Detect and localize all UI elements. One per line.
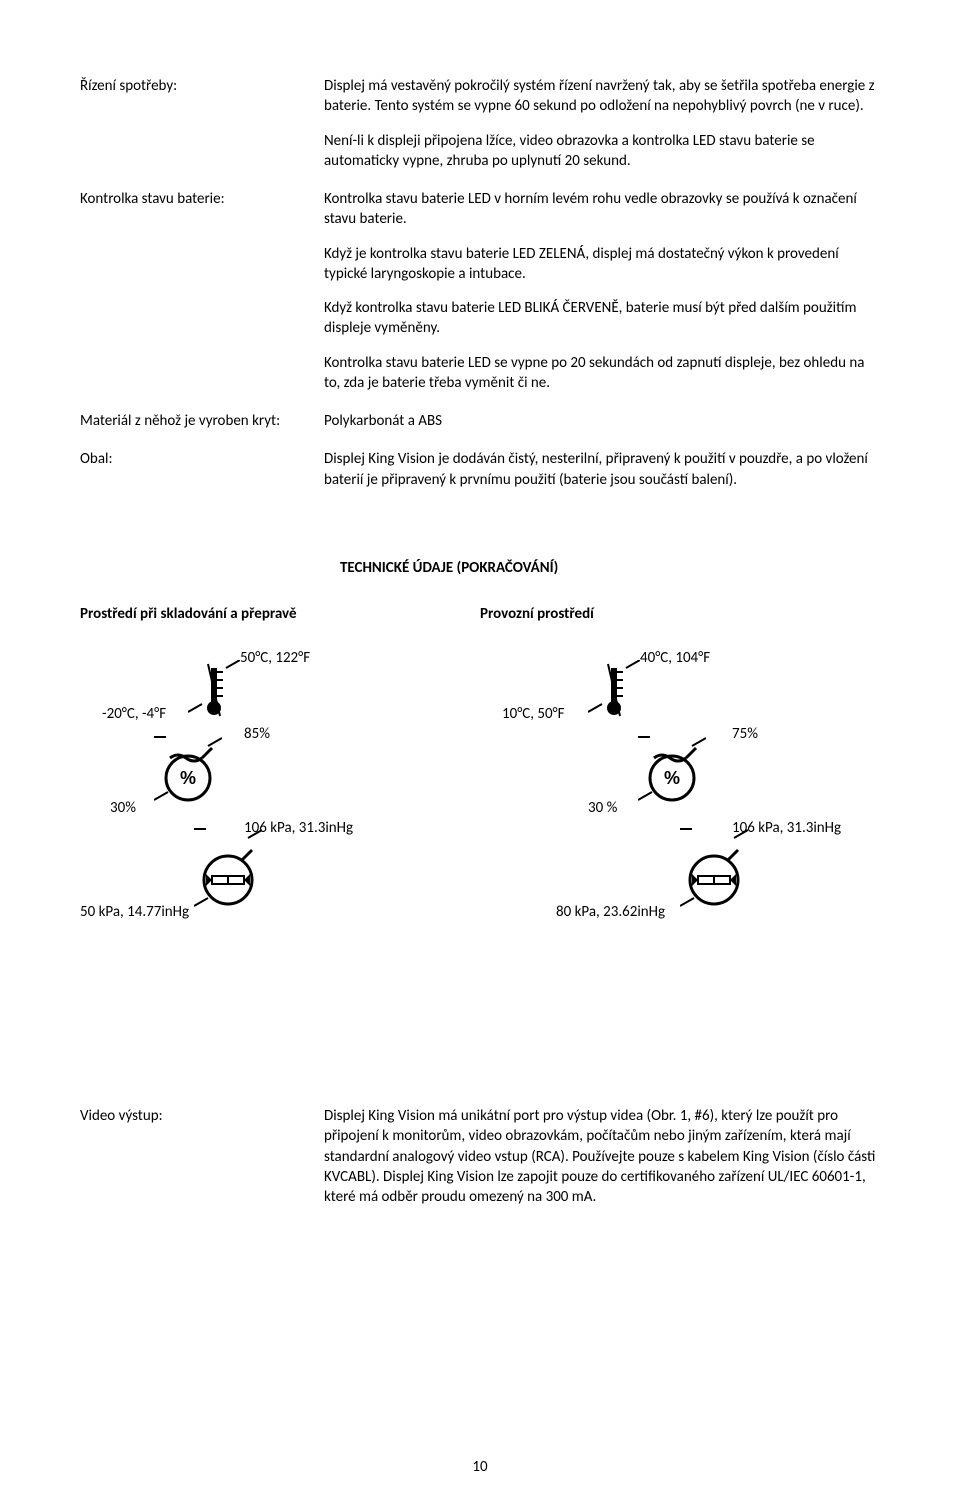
para: Kontrolka stavu baterie LED v horním lev… (324, 189, 880, 230)
pressure-icon (194, 826, 262, 910)
value-housing-material: Polykarbonát a ABS (324, 411, 880, 445)
para: Polykarbonát a ABS (324, 411, 880, 431)
label-housing-material: Materiál z něhož je vyroben kryt: (80, 411, 324, 431)
page: Řízení spotřeby: Displej má vestavěný po… (0, 0, 960, 1207)
value-packaging: Displej King Vision je dodáván čistý, ne… (324, 449, 880, 504)
humidity-icon: % (154, 734, 222, 804)
row-housing-material: Materiál z něhož je vyroben kryt: Polyka… (80, 411, 880, 445)
tech-data-heading: TECHNICKÉ ÚDAJE (POKRAČOVÁNÍ) (340, 558, 880, 578)
para: Displej má vestavěný pokročilý systém ří… (324, 76, 880, 117)
environment-section: Prostředí při skladování a přepravě 50°C… (80, 604, 880, 1034)
label-video-output: Video výstup: (80, 1106, 324, 1126)
thermometer-icon (588, 660, 640, 720)
para: Není-li k displeji připojena lžíce, vide… (324, 131, 880, 172)
operating-column: Provozní prostředí 40°C, 104°F 10°C, 50°… (480, 604, 880, 1034)
operating-pressure-high: 106 kPa, 31.3inHg (732, 818, 841, 838)
row-power-management: Řízení spotřeby: Displej má vestavěný po… (80, 76, 880, 185)
humidity-icon: % (638, 734, 706, 804)
row-battery-indicator: Kontrolka stavu baterie: Kontrolka stavu… (80, 189, 880, 407)
para: Když kontrolka stavu baterie LED BLIKÁ Č… (324, 298, 880, 339)
para: Kontrolka stavu baterie LED se vypne po … (324, 353, 880, 394)
storage-temp-low: -20°C, -4°F (102, 704, 166, 724)
label-power-management: Řízení spotřeby: (80, 76, 324, 96)
operating-humidity-high: 75% (732, 724, 758, 744)
page-number: 10 (0, 1458, 960, 1476)
storage-humidity-low: 30% (110, 798, 136, 818)
row-video-output: Video výstup: Displej King Vision má uni… (80, 1106, 880, 1207)
operating-pressure-low: 80 kPa, 23.62inHg (556, 902, 665, 922)
storage-heading: Prostředí při skladování a přepravě (80, 604, 297, 624)
label-packaging: Obal: (80, 449, 324, 469)
svg-text:%: % (664, 768, 680, 788)
storage-pressure-low: 50 kPa, 14.77inHg (80, 902, 189, 922)
operating-heading: Provozní prostředí (480, 604, 594, 624)
value-power-management: Displej má vestavěný pokročilý systém ří… (324, 76, 880, 185)
operating-temp-low: 10°C, 50°F (502, 704, 565, 724)
operating-humidity-low: 30 % (588, 798, 617, 818)
row-packaging: Obal: Displej King Vision je dodáván čis… (80, 449, 880, 504)
storage-column: Prostředí při skladování a přepravě 50°C… (80, 604, 480, 1034)
pressure-icon (680, 826, 748, 910)
thermometer-icon (188, 660, 240, 720)
operating-temp-high: 40°C, 104°F (640, 648, 710, 668)
para: Displej King Vision je dodáván čistý, ne… (324, 449, 880, 490)
value-battery-indicator: Kontrolka stavu baterie LED v horním lev… (324, 189, 880, 407)
value-video-output: Displej King Vision má unikátní port pro… (324, 1106, 880, 1207)
svg-text:%: % (180, 768, 196, 788)
para: Když je kontrolka stavu baterie LED ZELE… (324, 244, 880, 285)
storage-temp-high: 50°C, 122°F (240, 648, 310, 668)
label-battery-indicator: Kontrolka stavu baterie: (80, 189, 324, 209)
storage-humidity-high: 85% (244, 724, 270, 744)
